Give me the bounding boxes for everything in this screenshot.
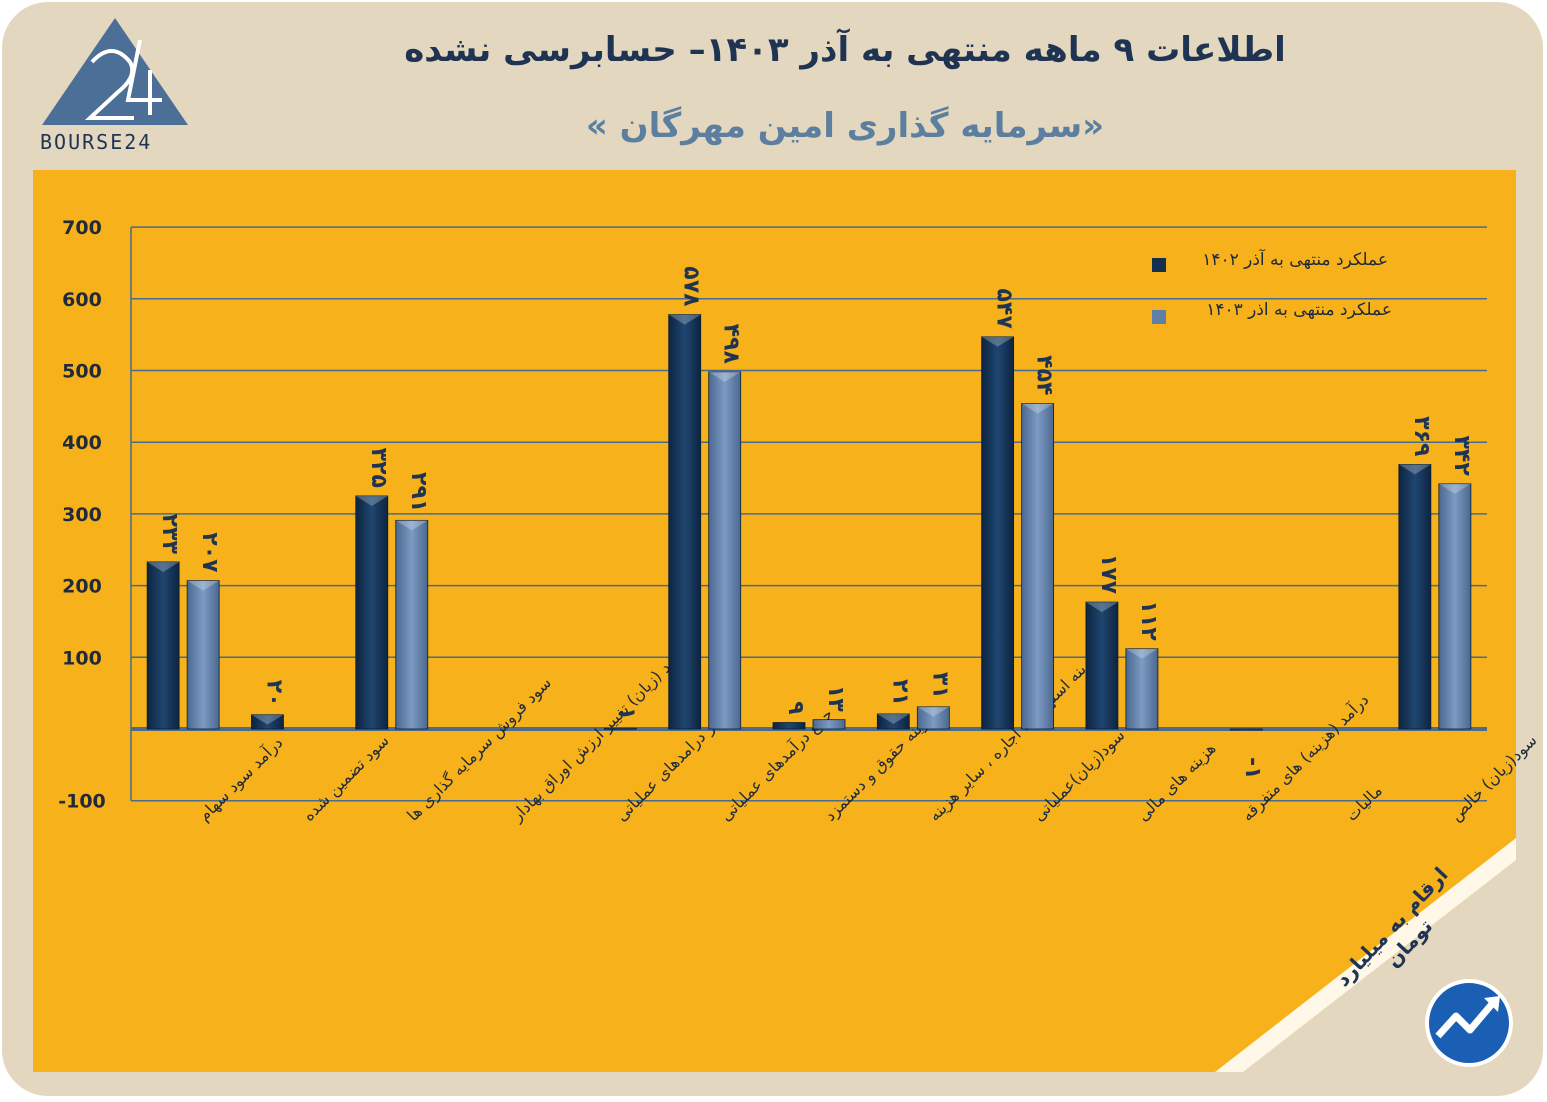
bar-1403 xyxy=(186,580,220,730)
trend-arrow-icon xyxy=(1425,979,1513,1067)
data-label: ۳۴۲ xyxy=(1449,435,1474,476)
data-label: ۵۴۷ xyxy=(992,289,1017,330)
bar-bevel xyxy=(708,371,741,382)
bar-1402 xyxy=(251,714,284,730)
x-category-label: هزینه های مالی xyxy=(1133,739,1220,826)
data-label: ۲۳۳ xyxy=(157,514,182,555)
data-label: ۳۶۹ xyxy=(1409,416,1434,456)
bar-bevel xyxy=(917,706,950,717)
bar-1402 xyxy=(146,561,180,730)
bar-1403 xyxy=(603,727,637,730)
bar-bevel xyxy=(877,713,910,724)
bar-1403 xyxy=(916,706,950,730)
bar-1403 xyxy=(1438,483,1472,730)
data-label: ۱۷۷ xyxy=(1096,554,1121,595)
legend-swatch-1402 xyxy=(1152,258,1166,272)
bar-1402 xyxy=(876,713,910,730)
y-tick-label: 500 xyxy=(62,361,102,383)
data-label: ۳۱ xyxy=(927,672,952,699)
bar-1402 xyxy=(772,722,806,730)
data-label: ۱ xyxy=(614,707,639,720)
bar-bevel xyxy=(1398,464,1431,475)
bar-1403 xyxy=(708,371,742,730)
x-category-label: سود (زیان) تغییر ارزش اوراق بهادار xyxy=(507,643,690,826)
data-label: ۲۹۱ xyxy=(406,472,431,512)
bar-bevel xyxy=(1021,403,1054,414)
bar-1403 xyxy=(1021,403,1055,730)
bar-1402 xyxy=(355,495,389,730)
legend-entry-1402: عملکرد منتهی به آذر ۱۴۰۲ xyxy=(1202,250,1388,270)
x-category-label: درآمد سود سهام xyxy=(195,733,287,825)
data-label: ۹ xyxy=(783,701,808,714)
x-category-label: سود تضمین شده xyxy=(299,731,394,826)
data-label: ۱۱۲ xyxy=(1136,600,1161,641)
x-category-label: مالیات xyxy=(1342,781,1386,825)
bar-bevel xyxy=(1085,602,1118,613)
bar-bevel xyxy=(187,580,220,591)
x-category-label: سود(زیان)عملیاتی xyxy=(1029,725,1129,825)
logo-wordmark: BOURSE24 xyxy=(40,130,153,154)
x-category-label: سود(زیان) خالص xyxy=(1446,730,1541,825)
bar-bevel xyxy=(1125,648,1158,659)
bar-bevel xyxy=(981,336,1014,347)
y-tick-label: 100 xyxy=(62,647,102,669)
data-label: ۴۵۴ xyxy=(1032,355,1057,395)
chart-subtitle: «سرمایه گذاری امین مهرگان » xyxy=(585,106,1105,146)
chart-title: اطلاعات ۹ ماهه منتهی به آذر ۱۴۰۳– حسابرس… xyxy=(404,30,1286,70)
bar-bevel xyxy=(251,714,284,725)
bar-bevel xyxy=(1438,483,1471,494)
y-tick-label: 600 xyxy=(62,289,102,311)
bar-bevel xyxy=(147,561,180,572)
bar-1403 xyxy=(1125,648,1159,730)
y-tick-label: 200 xyxy=(62,576,102,598)
bar-1403 xyxy=(1229,728,1263,731)
y-tick-label: 700 xyxy=(62,217,102,239)
y-tick-label: 300 xyxy=(62,504,102,526)
data-label: ۱۳ xyxy=(823,685,848,712)
bar-1403 xyxy=(395,519,429,730)
bourse24-logo-icon xyxy=(42,18,188,125)
y-tick-label: -100 xyxy=(58,791,106,813)
bar-bevel xyxy=(668,314,701,325)
data-label: -۱ xyxy=(1240,757,1265,780)
y-tick-label: 400 xyxy=(62,432,102,454)
data-label: ۴۹۸ xyxy=(719,324,744,365)
data-label: ۳۲۵ xyxy=(366,448,391,488)
legend-swatch-1403 xyxy=(1152,310,1166,324)
bar-bevel xyxy=(355,495,388,506)
data-label: ۲۱ xyxy=(887,679,912,706)
data-label: ۵۷۸ xyxy=(679,266,704,307)
bar-1402 xyxy=(1398,464,1432,730)
data-label: ۲۰۷ xyxy=(197,532,222,573)
bar-bevel xyxy=(395,520,428,531)
data-label: ۲۰ xyxy=(261,680,286,707)
bar-1402 xyxy=(1085,601,1119,730)
bar-1403 xyxy=(812,719,846,730)
bar-1402 xyxy=(668,314,702,730)
bar-1402 xyxy=(981,336,1015,730)
legend-entry-1403: عملکرد منتهی به اذر ۱۴۰۳ xyxy=(1206,300,1392,320)
